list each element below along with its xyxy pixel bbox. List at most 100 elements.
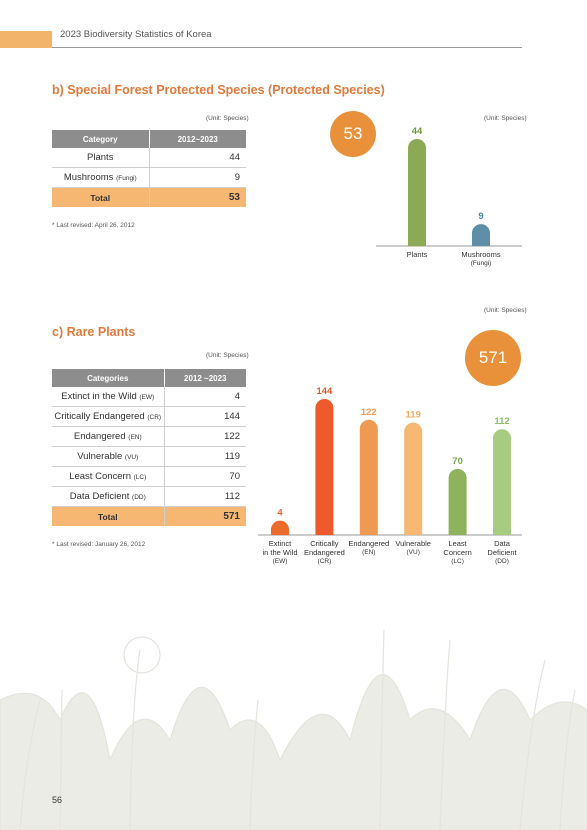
section-c-table-unit: (Unit: Species) bbox=[206, 352, 249, 359]
row-label-sub: (DD) bbox=[132, 494, 146, 501]
table-row: Endangered (EN) 122 bbox=[52, 426, 246, 447]
chart-data-label: 119 bbox=[406, 410, 421, 421]
table-row: Data Deficient (DD) 112 bbox=[52, 486, 246, 507]
chart-x-label-line: (VU) bbox=[406, 549, 420, 556]
chart-x-label-line: Endangered bbox=[303, 548, 345, 557]
section-c-header-period: 2012 ~2023 bbox=[163, 369, 246, 387]
section-b-header-period: 2012~2023 bbox=[148, 130, 246, 148]
row-label-sub: (VU) bbox=[124, 454, 139, 461]
row-value: 9 bbox=[149, 167, 246, 188]
row-value: 112 bbox=[164, 486, 246, 507]
section-c-chart-unit: (Unit: Species) bbox=[484, 307, 527, 314]
chart-x-label-line: Deficient bbox=[487, 548, 517, 557]
row-value: 144 bbox=[164, 406, 246, 427]
row-label: Extinct in the Wild bbox=[61, 391, 140, 402]
chart-data-label: 70 bbox=[452, 456, 463, 467]
header-divider bbox=[52, 47, 522, 48]
table-row: Critically Endangered (CR) 144 bbox=[52, 406, 246, 427]
chart-data-label: 4 bbox=[277, 508, 283, 519]
chart-bar bbox=[271, 520, 289, 535]
chart-data-label: 144 bbox=[316, 386, 333, 397]
chart-x-label-line: Plants bbox=[406, 250, 428, 259]
chart-x-label-line: (LC) bbox=[451, 558, 464, 565]
chart-bar bbox=[408, 139, 426, 246]
chart-bar bbox=[315, 399, 334, 535]
chart-data-label: 44 bbox=[412, 126, 423, 137]
chart-x-label: Mushrooms (Fungi) bbox=[451, 250, 511, 268]
table-total-row: Total 53 bbox=[52, 187, 246, 207]
row-label: Mushrooms bbox=[63, 172, 117, 183]
header-title: 2023 Biodiversity Statistics of Korea bbox=[60, 29, 212, 40]
header-accent-bar bbox=[0, 31, 52, 48]
row-label: Plants bbox=[87, 152, 114, 163]
chart-x-label-line: Extinct bbox=[268, 539, 292, 548]
row-value: 4 bbox=[164, 387, 246, 407]
chart-bar bbox=[448, 468, 467, 535]
row-label: Least Concern bbox=[69, 471, 134, 482]
chart-x-label-line: Endangered bbox=[348, 539, 390, 548]
table-row: Mushrooms (Fungi) 9 bbox=[52, 167, 246, 188]
chart-x-label: Extinct in the Wild (EW) bbox=[250, 539, 310, 566]
chart-x-label: Data Deficient (DD) bbox=[472, 539, 532, 566]
row-value: 119 bbox=[164, 446, 246, 467]
chart-x-label-line: (DD) bbox=[495, 558, 509, 565]
chart-x-label: Endangered (EN) bbox=[339, 539, 399, 557]
section-b-table: Category 2012~2023 Plants 44 Mushrooms (… bbox=[52, 130, 246, 207]
chart-bar bbox=[404, 422, 423, 535]
row-label: Data Deficient bbox=[69, 491, 133, 502]
chart-x-label: Least Concern (LC) bbox=[428, 539, 488, 566]
chart-x-label-line: Data bbox=[494, 539, 510, 548]
table-total-row: Total 571 bbox=[52, 506, 246, 526]
chart-x-label-line: in the Wild bbox=[262, 548, 298, 557]
page-number: 56 bbox=[52, 795, 63, 805]
row-value: 44 bbox=[149, 148, 246, 168]
table-row: Vulnerable (VU) 119 bbox=[52, 446, 246, 467]
chart-data-label: 122 bbox=[361, 407, 377, 418]
section-b-note: * Last revised: April 26, 2012 bbox=[52, 222, 135, 229]
chart-x-label-line: Concern bbox=[443, 548, 472, 557]
row-label-sub: (Fungi) bbox=[116, 175, 137, 182]
chart-bar bbox=[359, 419, 378, 535]
chart-x-label-line: Least bbox=[448, 539, 467, 548]
chart-bar bbox=[472, 224, 490, 246]
section-c-table: Categories 2012 ~2023 Extinct in the Wil… bbox=[52, 369, 246, 526]
table-row: Extinct in the Wild (EW) 4 bbox=[52, 387, 246, 407]
section-c-header-category: Categories bbox=[52, 369, 164, 387]
total-label: Total bbox=[52, 187, 150, 207]
row-label: Vulnerable bbox=[77, 451, 125, 462]
chart-bar bbox=[493, 429, 511, 535]
chart-x-label: Vulnerable (VU) bbox=[383, 539, 443, 557]
row-label-sub: (LC) bbox=[133, 474, 147, 481]
table-row: Plants 44 bbox=[52, 148, 246, 168]
chart-x-label-line: (Fungi) bbox=[470, 260, 492, 267]
row-value: 70 bbox=[164, 466, 246, 487]
row-label-sub: (CR) bbox=[147, 414, 162, 421]
row-label-sub: (EN) bbox=[128, 434, 142, 441]
chart-x-label-line: (EN) bbox=[362, 549, 376, 556]
total-value: 571 bbox=[164, 506, 246, 526]
chart-x-label-line: Mushrooms bbox=[461, 250, 501, 259]
chart-x-label-line: (EW) bbox=[272, 558, 288, 565]
chart-data-label: 9 bbox=[478, 211, 483, 222]
row-label: Critically Endangered bbox=[54, 411, 148, 422]
chart-x-label-line: Vulnerable bbox=[395, 539, 431, 548]
chart-x-label: Critically Endangered (CR) bbox=[294, 539, 354, 566]
section-b-total-badge: 53 bbox=[330, 111, 376, 157]
row-value: 122 bbox=[164, 426, 246, 447]
section-b-table-unit: (Unit: Species) bbox=[206, 115, 249, 122]
chart-x-label-line: Critically bbox=[310, 539, 339, 548]
section-c-title: c) Rare Plants bbox=[52, 325, 136, 339]
section-c-note: * Last revised: January 26, 2012 bbox=[52, 541, 146, 548]
section-b-header-category: Category bbox=[52, 130, 149, 148]
section-b-chart-unit: (Unit: Species) bbox=[484, 115, 527, 122]
chart-data-label: 112 bbox=[494, 416, 509, 427]
total-value: 53 bbox=[149, 187, 246, 207]
chart-x-label: Plants bbox=[387, 250, 447, 259]
total-label: Total bbox=[52, 506, 165, 526]
row-label: Endangered bbox=[73, 431, 129, 442]
table-row: Least Concern (LC) 70 bbox=[52, 466, 246, 487]
section-c-total-badge: 571 bbox=[465, 330, 521, 386]
